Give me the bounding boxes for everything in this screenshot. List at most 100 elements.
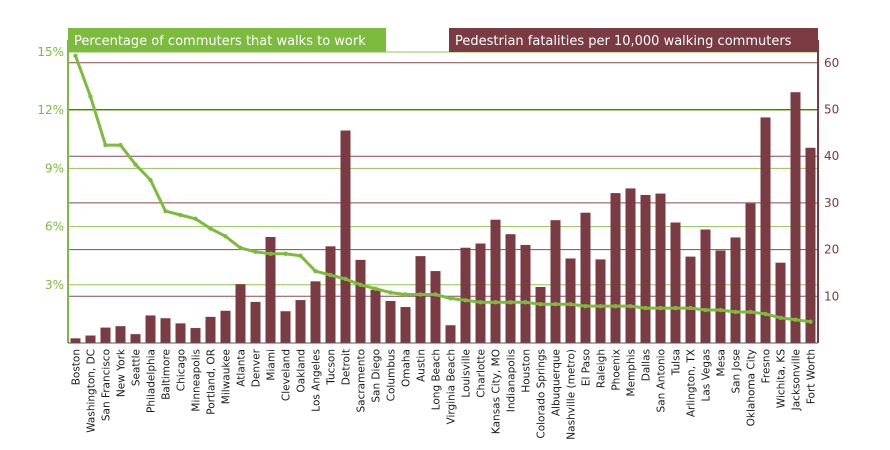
left-tick-label: 3% — [45, 278, 64, 292]
line-point — [598, 303, 603, 309]
right-tick-label: 60 — [824, 56, 839, 70]
category-label: Baltimore — [161, 349, 173, 400]
category-label: Atlanta — [236, 349, 248, 387]
axes: 3% 6% 9% 12% 15% 10 20 30 40 50 60 — [37, 40, 839, 344]
line-point — [433, 292, 438, 297]
line-point — [118, 142, 123, 148]
bar — [70, 338, 81, 343]
line-point — [538, 302, 543, 307]
bar — [535, 286, 546, 343]
category-label: Washington, DC — [86, 349, 98, 433]
bar — [190, 328, 201, 343]
category-label: Austin — [416, 349, 428, 382]
category-label: Virginia Beach — [446, 349, 458, 424]
line-point — [673, 305, 678, 311]
line-point — [508, 300, 513, 305]
bar — [595, 259, 606, 343]
bar — [400, 307, 411, 343]
line-point — [778, 315, 783, 320]
bar — [775, 262, 786, 343]
line-point — [133, 162, 138, 167]
category-label: Detroit — [341, 349, 353, 385]
bar — [640, 194, 651, 343]
line-point — [88, 94, 93, 99]
line-point — [223, 234, 228, 239]
line-point — [463, 298, 468, 303]
line-point — [388, 290, 393, 295]
line-point — [763, 311, 768, 317]
bar — [655, 193, 666, 343]
category-label: Tulsa — [671, 349, 683, 376]
category-label: Jacksonville — [791, 349, 803, 411]
line-point — [583, 303, 588, 309]
category-label: San Antonio — [656, 349, 668, 412]
right-tick-label: 10 — [824, 289, 839, 303]
left-tick-label: 9% — [45, 161, 64, 175]
category-label: Seattle — [131, 349, 143, 386]
line-point — [253, 249, 258, 255]
category-label: Omaha — [401, 349, 413, 387]
category-label: Arlington, TX — [686, 349, 698, 417]
category-label: Miami — [266, 349, 278, 381]
bar — [520, 244, 531, 343]
bar — [745, 203, 756, 343]
line-point — [523, 300, 528, 305]
bar — [385, 300, 396, 343]
line-point — [403, 292, 408, 297]
category-label: Oakland — [296, 349, 308, 392]
bar — [580, 212, 591, 343]
bar — [85, 335, 96, 343]
bar — [115, 326, 126, 343]
bar — [625, 188, 636, 343]
bar — [490, 219, 501, 343]
legend-left-box — [68, 28, 386, 52]
category-label: Milwaukee — [221, 349, 233, 404]
bar — [205, 316, 216, 343]
bar — [445, 325, 456, 343]
bar — [565, 258, 576, 343]
bar — [280, 311, 291, 343]
bar — [730, 237, 741, 343]
bar — [805, 147, 816, 343]
legend-left: Percentage of commuters that walks to wo… — [68, 28, 386, 52]
left-tick-label: 12% — [37, 103, 64, 117]
category-label: Mesa — [716, 349, 728, 376]
line-point — [703, 307, 708, 313]
category-label: Las Vegas — [701, 349, 713, 402]
bar — [505, 234, 516, 343]
category-label: Columbus — [386, 349, 398, 401]
bar — [700, 229, 711, 343]
line-point — [643, 305, 648, 311]
right-tick-label: 20 — [824, 243, 839, 257]
line-point — [718, 307, 723, 313]
bar — [790, 92, 801, 343]
category-label: Oklahoma City — [746, 349, 758, 426]
bar — [160, 318, 171, 343]
right-tick-label: 40 — [824, 149, 839, 163]
line-point — [208, 226, 213, 231]
category-label: Chicago — [176, 349, 188, 391]
line-point — [568, 302, 573, 307]
category-label: San Diego — [371, 349, 383, 403]
line-point — [298, 253, 303, 258]
bar — [145, 315, 156, 343]
category-label: Nashville (metro) — [566, 349, 578, 440]
category-labels: Boston Washington, DC San Francisco New Yor… — [71, 348, 818, 440]
bar — [610, 193, 621, 343]
legend-right-label: Pedestrian fatalities per 10,000 walking… — [455, 34, 792, 49]
category-label: Albuquerque — [551, 349, 563, 416]
bar — [715, 250, 726, 343]
category-label: Charlotte — [476, 349, 488, 398]
bar — [130, 334, 141, 343]
left-tick-label: 15% — [37, 45, 64, 59]
category-label: Louisville — [461, 349, 473, 398]
line-point — [73, 53, 78, 59]
category-label: Cleveland — [281, 349, 293, 401]
line-point — [178, 212, 183, 218]
category-label: Houston — [521, 349, 533, 393]
bar — [430, 271, 441, 343]
category-label: Indianapolis — [506, 349, 518, 412]
category-label: Colorado Springs — [536, 349, 548, 439]
line-point — [268, 251, 273, 256]
